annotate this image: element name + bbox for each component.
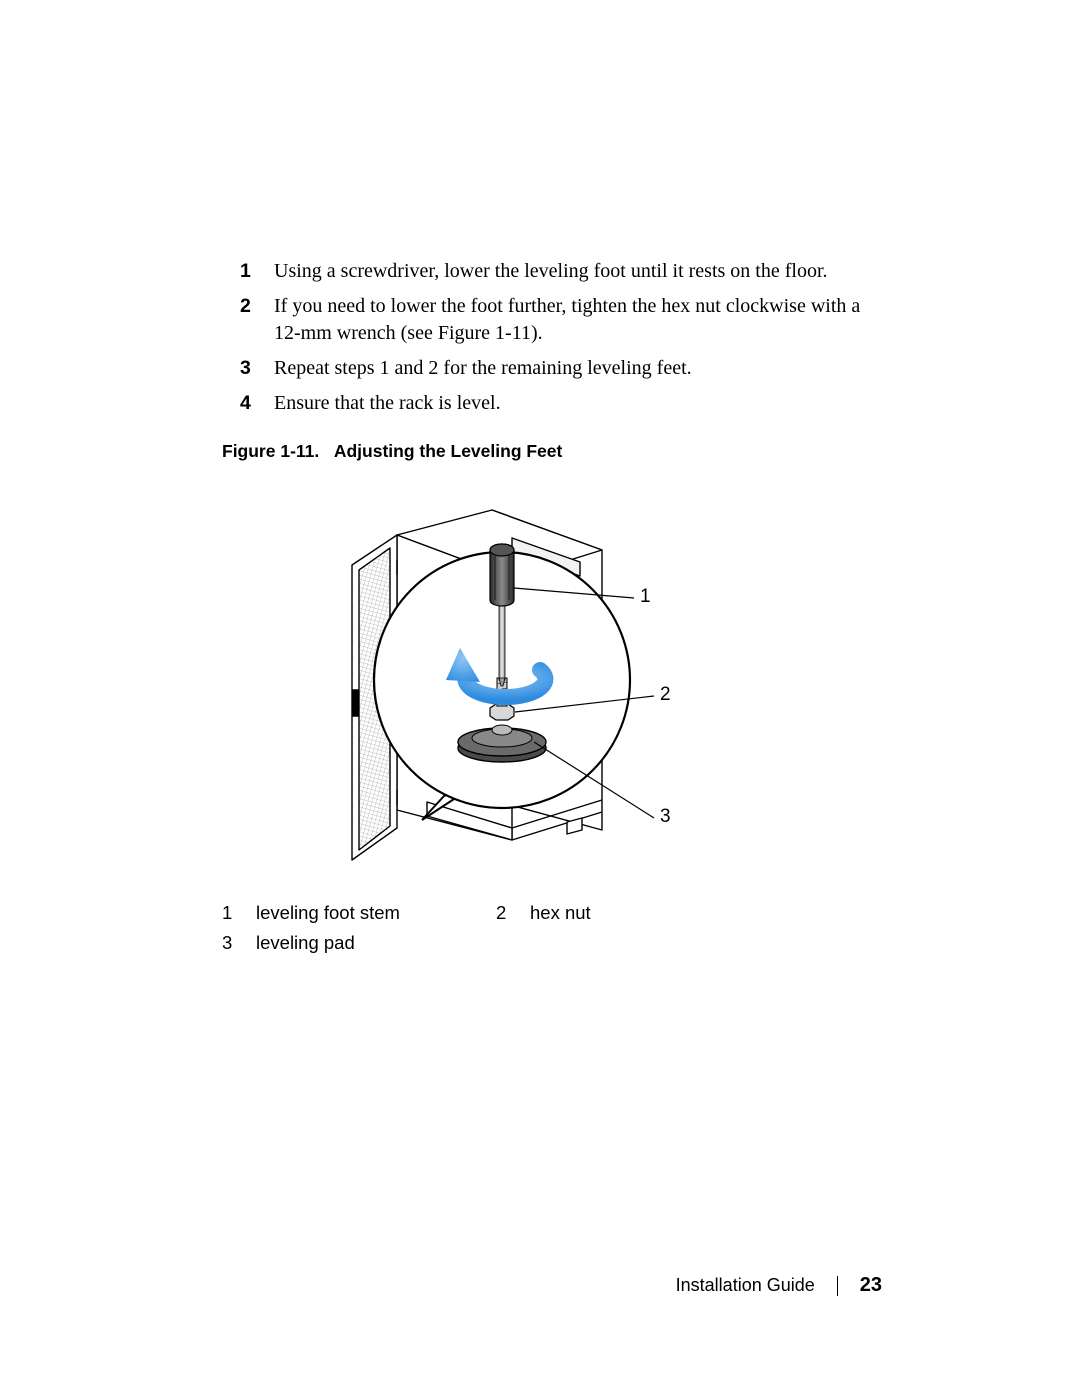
step-item: 2 If you need to lower the foot further,…	[240, 293, 885, 347]
step-list: 1 Using a screwdriver, lower the levelin…	[240, 258, 885, 417]
legend-row: 3 leveling pad	[222, 932, 1080, 954]
footer-page-number: 23	[860, 1274, 882, 1297]
figure-number: Figure 1-11.	[222, 441, 319, 461]
legend-number: 1	[222, 902, 256, 924]
step-item: 4 Ensure that the rack is level.	[240, 390, 885, 417]
legend-number: 3	[222, 932, 256, 954]
step-text: Using a screwdriver, lower the leveling …	[274, 258, 885, 285]
legend-label: hex nut	[530, 902, 770, 924]
callout-number: 2	[660, 684, 671, 706]
step-number: 2	[240, 293, 274, 347]
step-text: Repeat steps 1 and 2 for the remaining l…	[274, 355, 885, 382]
legend-label: leveling foot stem	[256, 902, 496, 924]
callout-number: 3	[660, 806, 671, 828]
figure-legend: 1 leveling foot stem 2 hex nut 3 levelin…	[222, 902, 1080, 954]
legend-row: 1 leveling foot stem 2 hex nut	[222, 902, 1080, 924]
step-number: 1	[240, 258, 274, 285]
step-item: 3 Repeat steps 1 and 2 for the remaining…	[240, 355, 885, 382]
figure-title: Adjusting the Leveling Feet	[334, 441, 563, 461]
step-text: If you need to lower the foot further, t…	[274, 293, 885, 347]
figure: 1 2 3	[222, 480, 742, 880]
footer-divider	[837, 1276, 838, 1296]
figure-caption: Figure 1-11. Adjusting the Leveling Feet	[222, 441, 1080, 462]
step-text: Ensure that the rack is level.	[274, 390, 885, 417]
document-page: 1 Using a screwdriver, lower the levelin…	[0, 0, 1080, 1397]
legend-number: 2	[496, 902, 530, 924]
step-number: 4	[240, 390, 274, 417]
step-item: 1 Using a screwdriver, lower the levelin…	[240, 258, 885, 285]
page-footer: Installation Guide 23	[676, 1274, 882, 1297]
step-number: 3	[240, 355, 274, 382]
footer-title: Installation Guide	[676, 1275, 815, 1296]
callout-number: 1	[640, 586, 651, 608]
legend-label: leveling pad	[256, 932, 496, 954]
